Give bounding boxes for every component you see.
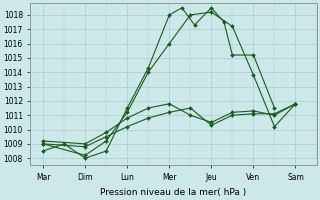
X-axis label: Pression niveau de la mer( hPa ): Pression niveau de la mer( hPa ) xyxy=(100,188,247,197)
